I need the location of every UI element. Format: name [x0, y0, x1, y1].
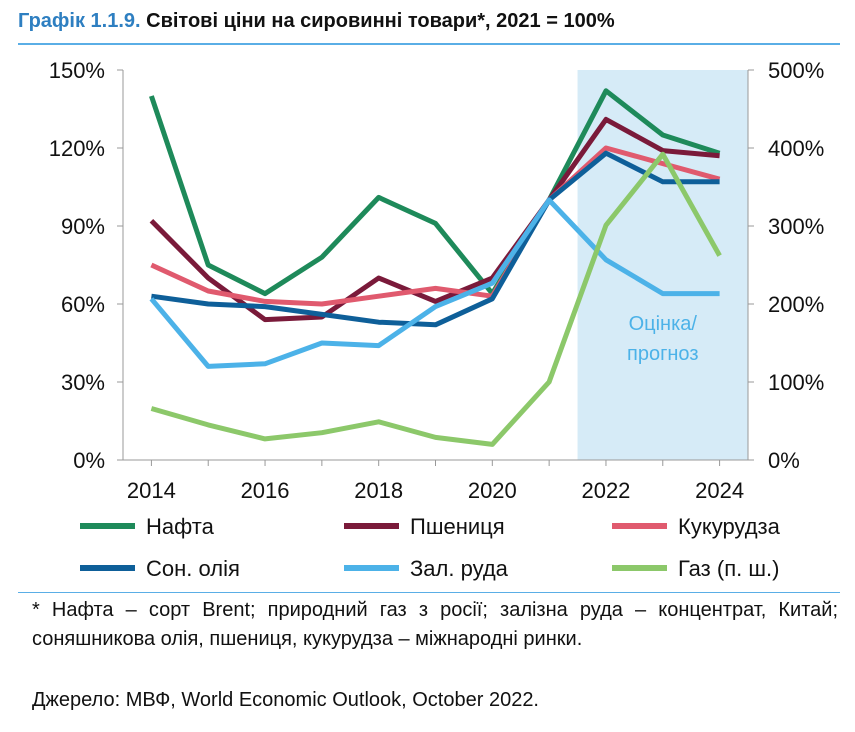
y-tick-label-left: 150%	[49, 58, 105, 83]
forecast-shaded-region	[577, 70, 748, 460]
x-tick-label: 2018	[354, 478, 403, 503]
series-line-1	[149, 88, 721, 297]
y-tick-label-right: 100%	[768, 370, 824, 395]
legend-label: Пшениця	[410, 514, 505, 539]
x-tick-label: 2024	[695, 478, 744, 503]
y-tick-label-left: 120%	[49, 136, 105, 161]
forecast-label-line2: прогноз	[627, 343, 698, 365]
series-line-6	[150, 151, 722, 447]
chart-title: Графік 1.1.9. Світові ціни на сировинні …	[18, 10, 840, 42]
footnote: * Нафта – сорт Brent; природний газ з ро…	[32, 599, 838, 650]
legend-label: Газ (п. ш.)	[678, 556, 779, 581]
y-tick-label-left: 0%	[73, 448, 105, 473]
forecast-label-line1: Оцінка/	[629, 313, 698, 335]
y-tick-label-right: 200%	[768, 292, 824, 317]
x-tick-label: 2016	[241, 478, 290, 503]
legend-label: Кукурудза	[678, 514, 781, 539]
y-tick-label-left: 30%	[61, 370, 105, 395]
chart-title-number: Графік 1.1.9.	[18, 10, 141, 32]
y-tick-label-right: 300%	[768, 214, 824, 239]
chart-title-text: Світові ціни на сировинні товари*, 2021 …	[146, 10, 615, 32]
y-tick-label-left: 90%	[61, 214, 105, 239]
legend-label: Нафта	[146, 514, 215, 539]
x-tick-label: 2020	[468, 478, 517, 503]
x-tick-label: 2014	[127, 478, 176, 503]
y-tick-label-right: 500%	[768, 58, 824, 83]
y-tick-label-right: 400%	[768, 136, 824, 161]
chart-canvas: Оцінка/прогноз 0% 30% 60% 90% 120% 150% 0% 100% 2…	[49, 58, 825, 581]
legend-label: Зал. руда	[410, 556, 509, 581]
title-divider	[18, 43, 840, 45]
source-note: Джерело: МВФ, World Economic Outlook, Oc…	[32, 689, 539, 711]
series-line-4	[151, 150, 720, 328]
footnote-divider	[18, 592, 840, 593]
x-tick-label: 2022	[581, 478, 630, 503]
series-line-5	[149, 197, 720, 369]
y-tick-label-right: 0%	[768, 448, 800, 473]
legend-label: Сон. олія	[146, 556, 240, 581]
series-line-3	[150, 145, 721, 307]
y-tick-label-left: 60%	[61, 292, 105, 317]
